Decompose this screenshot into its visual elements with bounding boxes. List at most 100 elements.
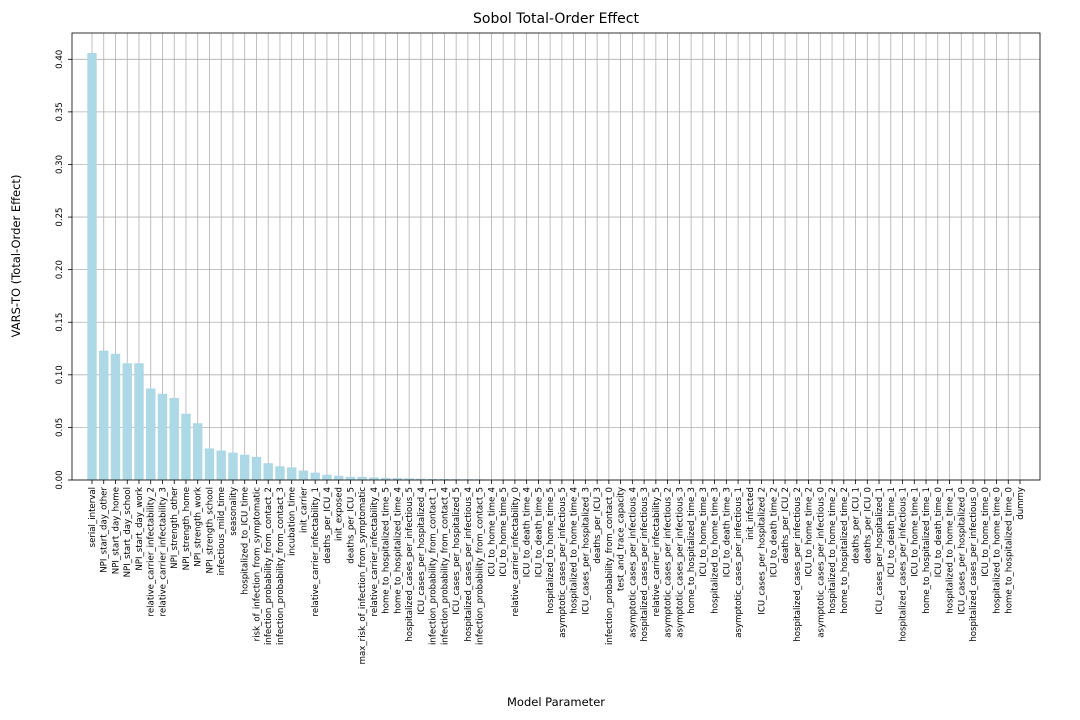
y-tick-label: 0.25 — [55, 207, 65, 226]
x-tick-label: hospitalized_to_home_time_1 — [946, 487, 956, 614]
bar — [240, 454, 250, 480]
x-tick-label: hospitalized_to_home_time_4 — [570, 487, 580, 614]
bar — [286, 467, 297, 480]
y-axis-label: VARS-TO (Total-Order Effect) — [9, 175, 23, 338]
x-tick-label: init_carrier — [299, 487, 309, 533]
bar — [146, 388, 156, 480]
x-tick-label: asymptotic_cases_per_infectious_3 — [675, 487, 685, 638]
x-tick-label: init_infected — [746, 487, 756, 540]
x-tick-label: asymptotic_cases_per_infectious_4 — [628, 487, 638, 638]
x-tick-label: infection_probability_from_contact_2 — [264, 487, 274, 645]
x-tick-label: hospitalized_to_home_time_0 — [993, 487, 1003, 614]
y-tick-label: 0.40 — [55, 50, 65, 69]
x-tick-label: deaths_per_ICU_0 — [863, 487, 873, 564]
x-tick-label: ICU_cases_per_hospitalized_4 — [417, 487, 427, 615]
x-tick-label: infection_probability_from_contact_3 — [276, 487, 286, 645]
bar — [451, 479, 461, 480]
x-tick-label: hospitalized_cases_per_infectious_1 — [899, 487, 909, 642]
bar — [228, 452, 238, 480]
x-tick-label: test_and_trace_capacity — [617, 487, 627, 591]
x-tick-label: dummy — [1016, 487, 1026, 520]
bar — [181, 413, 191, 480]
bar — [439, 479, 450, 480]
x-tick-label: relative_carrier_infectability_4 — [370, 487, 380, 616]
x-tick-label: NPI_strength_other — [170, 487, 180, 569]
bar — [380, 477, 391, 480]
x-tick-label: home_to_hospitalized_time_2 — [840, 487, 850, 614]
x-tick-label: ICU_to_death_time_4 — [523, 487, 533, 577]
x-tick-label: hospitalized_cases_per_infectious_2 — [793, 487, 803, 642]
bar — [169, 397, 179, 480]
x-tick-label: ICU_to_home_time_1 — [910, 487, 920, 577]
x-tick-label: seasonality — [229, 487, 239, 536]
x-tick-label: hospitalized_to_home_time_3 — [711, 487, 721, 614]
x-axis-label: Model Parameter — [507, 695, 605, 709]
y-tick-label: 0.00 — [55, 470, 65, 489]
x-tick-label: NPI_start_day_work — [135, 487, 145, 571]
bar — [298, 470, 309, 480]
bar — [392, 478, 403, 480]
bar — [204, 448, 215, 480]
x-tick-label: deaths_per_ICU_4 — [323, 487, 333, 564]
x-tick-label: deaths_per_ICU_3 — [593, 487, 603, 564]
x-tick-label: relative_carrier_infectability_3 — [158, 487, 168, 616]
x-tick-label: deaths_per_ICU_1 — [852, 487, 862, 564]
x-tick-label: serial_interval — [88, 487, 98, 547]
bar — [157, 393, 168, 480]
x-tick-label: home_to_hospitalized_time_4 — [393, 487, 403, 614]
x-axis-ticks: serial_interval NPI_start_day_other NPI_st… — [88, 480, 1026, 664]
x-tick-label: NPI_strength_work — [194, 487, 204, 567]
x-tick-label: NPI_start_day_other — [100, 487, 110, 573]
x-tick-label: hospitalized_cases_per_infectious_5 — [405, 487, 415, 642]
y-axis-ticks: 0.00 0.05 0.10 0.15 0.20 0.25 0.30 0.35 0.40 — [55, 50, 72, 490]
x-tick-label: home_to_hospitalized_time_3 — [687, 487, 697, 614]
x-tick-label: NPI_start_day_home — [111, 487, 121, 574]
x-tick-label: ICU_to_death_time_1 — [887, 487, 897, 577]
bar — [99, 350, 109, 480]
x-tick-label: relative_carrier_infectability_2 — [147, 487, 157, 616]
bar — [369, 477, 379, 480]
x-tick-label: asymptotic_cases_per_infectious_2 — [664, 487, 674, 638]
x-tick-label: infection_probability_from_contact_0 — [605, 487, 615, 645]
x-tick-label: deaths_per_ICU_2 — [781, 487, 791, 564]
x-tick-label: asymptotic_cases_per_infectious_0 — [816, 487, 826, 638]
x-tick-label: relative_carrier_infectability_0 — [511, 487, 521, 616]
bar — [427, 478, 438, 480]
bar — [416, 478, 426, 480]
x-tick-label: init_exposed — [335, 487, 345, 541]
x-tick-label: home_to_hospitalized_time_1 — [922, 487, 932, 614]
x-tick-label: ICU_cases_per_hospitalized_0 — [957, 487, 967, 615]
x-tick-label: ICU_cases_per_hospitalized_3 — [581, 487, 591, 615]
x-tick-label: deaths_per_ICU_5 — [346, 487, 356, 564]
x-tick-label: ICU_cases_per_hospitalized_5 — [452, 487, 462, 615]
x-tick-label: NPI_strength_school — [205, 487, 215, 574]
y-tick-label: 0.30 — [55, 155, 65, 174]
x-tick-label: home_to_hospitalized_time_0 — [1004, 487, 1014, 614]
x-tick-label: risk_of_infection_from_symptomatic — [252, 487, 262, 642]
x-tick-label: ICU_to_home_time_5 — [499, 487, 509, 577]
bar — [404, 478, 414, 480]
x-tick-label: hospitalized_cases_per_infectious_4 — [464, 487, 474, 642]
bar — [275, 466, 285, 480]
x-tick-label: ICU_cases_per_hospitalized_2 — [758, 487, 768, 615]
x-tick-label: incubation_time — [288, 487, 298, 556]
grid-layer — [72, 33, 1040, 481]
x-tick-label: ICU_to_home_time_0 — [981, 487, 991, 577]
x-tick-label: asymptotic_cases_per_infectious_5 — [558, 487, 568, 638]
x-tick-label: infection_probability_from_contact_5 — [476, 487, 486, 645]
x-tick-label: infectious_mild_time — [217, 487, 227, 575]
x-tick-label: infection_probability_from_contact_4 — [440, 487, 450, 645]
x-tick-label: hospitalized_to_home_time_2 — [828, 487, 838, 614]
bar — [322, 474, 332, 480]
y-tick-label: 0.35 — [55, 102, 65, 121]
x-tick-label: relative_carrier_infectability_1 — [311, 487, 321, 616]
bar — [333, 475, 344, 480]
bar — [122, 363, 132, 480]
x-tick-label: max_risk_of_infection_from_symptomatic — [358, 487, 368, 665]
bar — [310, 472, 320, 480]
y-tick-label: 0.20 — [55, 260, 65, 279]
x-tick-label: ICU_to_home_time_2 — [805, 487, 815, 577]
bar — [134, 363, 144, 480]
